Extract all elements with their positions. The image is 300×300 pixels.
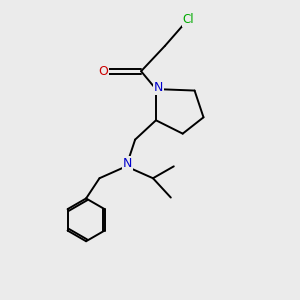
- Text: N: N: [123, 158, 132, 170]
- Text: O: O: [98, 65, 108, 78]
- Text: N: N: [154, 81, 163, 94]
- Text: Cl: Cl: [183, 13, 194, 26]
